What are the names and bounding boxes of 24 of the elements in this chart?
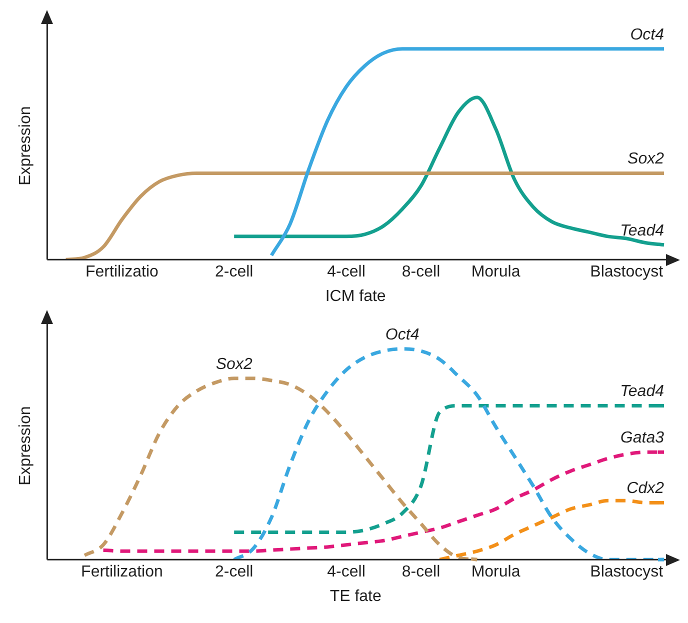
x-tick-label: 2-cell [214, 264, 254, 281]
x-axis-title: ICM fate [325, 288, 386, 305]
x-tick-label: 2-cell [214, 564, 254, 581]
x-tick-label: Blastocyst [590, 264, 664, 281]
series-label: Oct4 [630, 26, 664, 44]
x-tick-label: Morula [471, 264, 520, 281]
x-tick-label: 8-cell [402, 264, 440, 281]
series-label: Cdx2 [626, 480, 664, 498]
x-tick-label: Blastocyst [590, 564, 664, 581]
series-label: Tead4 [620, 383, 664, 400]
x-tick-label: Morula [471, 564, 520, 581]
series-label: Sox2 [628, 150, 664, 168]
x-tick-label: 8-cell [402, 564, 440, 581]
x-tick-label: Fertilizatio [86, 264, 159, 281]
series-label: Gata3 [620, 430, 664, 447]
x-tick-label: 4-cell [327, 264, 366, 281]
series-label: Tead4 [620, 222, 664, 240]
x-tick-label: 4-cell [327, 564, 366, 581]
y-axis-title: Expression [17, 106, 34, 186]
series-label: Sox2 [216, 356, 252, 373]
x-axis-title: TE fate [330, 588, 382, 605]
y-axis-title: Expression [17, 406, 34, 486]
x-tick-label: Fertilization [81, 564, 163, 581]
series-label: Oct4 [385, 326, 420, 344]
